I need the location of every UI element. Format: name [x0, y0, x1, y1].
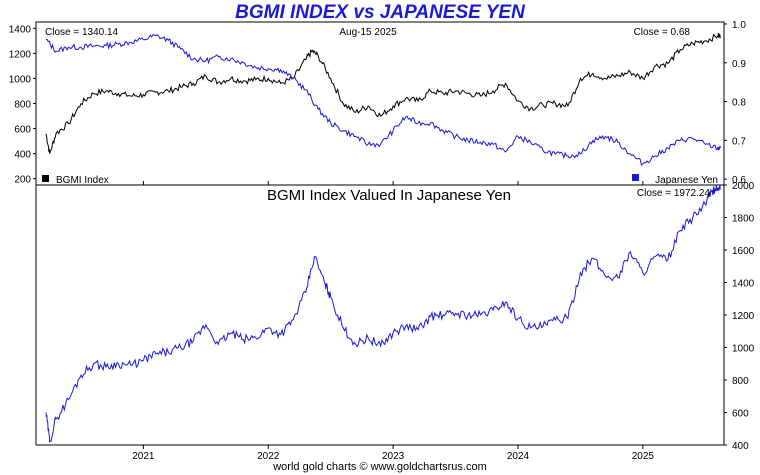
legend-label-bgmi: BGMI Index	[56, 175, 109, 186]
bottom-right-tick-label: 1400	[732, 279, 755, 290]
bottom-close-right: Close = 1972.24	[637, 188, 711, 199]
legend-swatch-yen	[632, 174, 639, 181]
top-left-tick-label: 1200	[9, 49, 32, 60]
top-close-left: Close = 1340.14	[45, 27, 119, 38]
legend-swatch-bgmi	[42, 175, 49, 182]
x-tick-label: 2024	[507, 451, 530, 462]
top-close-right: Close = 0.68	[634, 27, 691, 38]
series-line-bgmi	[45, 32, 721, 154]
top-right-tick-label: 0.6	[732, 175, 746, 186]
bottom-right-tick-label: 400	[732, 441, 749, 452]
top-right-tick-label: 0.8	[732, 98, 746, 109]
bottom-right-tick-label: 1000	[732, 344, 755, 355]
bottom-right-tick-label: 1600	[732, 246, 755, 257]
bottom-right-tick-label: 600	[732, 409, 749, 420]
x-tick-label: 2023	[382, 451, 405, 462]
series-line-yen	[46, 34, 721, 167]
page-title: BGMI INDEX vs JAPANESE YEN	[235, 2, 525, 23]
top-right-tick-label: 0.7	[732, 136, 746, 147]
bottom-panel-frame	[35, 184, 725, 446]
top-left-tick-label: 1000	[9, 74, 32, 85]
footer-credit: world gold charts © www.goldchartsrus.co…	[273, 461, 487, 473]
top-left-tick-label: 400	[14, 150, 31, 161]
bottom-right-tick-label: 1800	[732, 214, 755, 225]
top-date-label: Aug-15 2025	[339, 27, 397, 38]
bottom-chart-title: BGMI Index Valued In Japanese Yen	[267, 187, 511, 204]
bottom-right-tick-label: 2000	[732, 181, 755, 192]
top-right-tick-label: 0.9	[732, 59, 746, 70]
top-left-tick-label: 800	[14, 100, 31, 111]
top-left-tick-label: 200	[14, 175, 31, 186]
series-line-bgmi-in-yen	[45, 183, 721, 443]
bottom-right-tick-label: 1200	[732, 311, 755, 322]
top-right-tick-label: 1.0	[732, 20, 746, 31]
bottom-right-tick-label: 800	[732, 376, 749, 387]
x-tick-label: 2025	[632, 451, 655, 462]
x-tick-label: 2022	[257, 451, 280, 462]
top-left-tick-label: 600	[14, 125, 31, 136]
x-tick-label: 2021	[132, 451, 155, 462]
top-panel-frame	[35, 21, 725, 186]
legend-label-yen: Japanese Yen	[655, 175, 718, 186]
top-left-tick-label: 1400	[9, 24, 32, 35]
